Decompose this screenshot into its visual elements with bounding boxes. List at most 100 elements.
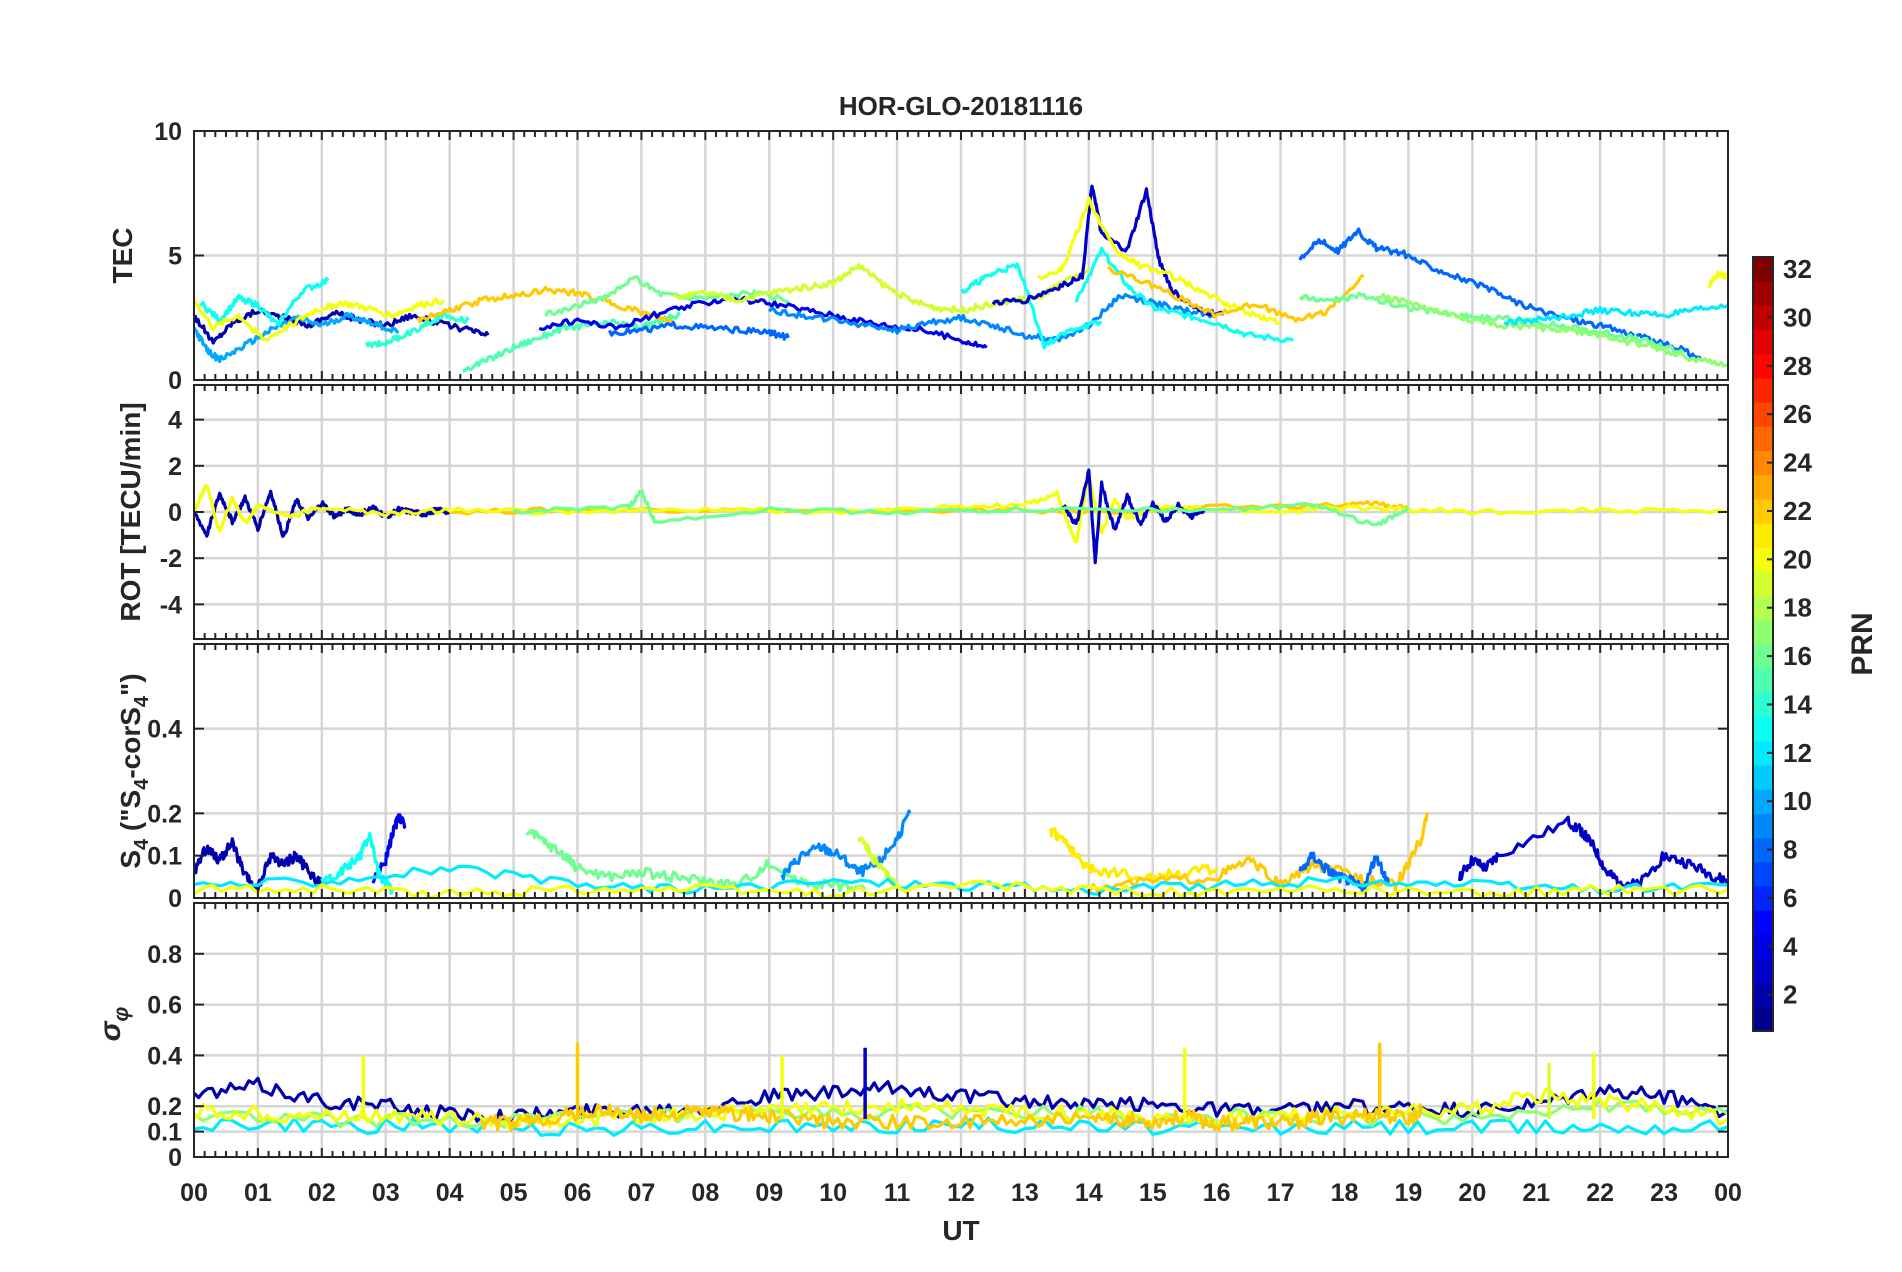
y-tick-label: 0.2 (147, 800, 182, 828)
colorbar-tick-label: 6 (1783, 883, 1797, 913)
series-line-prn-17 (1376, 292, 1728, 368)
y-tick-label: 0 (168, 367, 182, 395)
series-line-prn-8 (1298, 851, 1391, 895)
chart-title: HOR-GLO-20181116 (839, 91, 1083, 121)
colorbar-swatch (1753, 426, 1773, 452)
y-tick-label: 10 (154, 118, 182, 146)
y-axis-label: TEC (107, 228, 138, 284)
colorbar-swatch (1753, 523, 1773, 548)
series-group (194, 184, 1728, 373)
series-line-prn-9 (768, 292, 1218, 343)
panel-TEC: 0 5 10 TEC (107, 118, 1729, 395)
y-tick-label: 0.1 (147, 1119, 182, 1147)
colorbar-tick-label: 28 (1783, 351, 1812, 381)
x-tick-label: 01 (244, 1179, 272, 1207)
colorbar-swatch (1753, 982, 1773, 1008)
x-tick-label: 19 (1395, 1179, 1423, 1207)
series-group (194, 468, 1728, 565)
x-tick-label: 17 (1267, 1179, 1295, 1207)
series-group (194, 1042, 1728, 1137)
y-tick-label: -2 (160, 545, 182, 573)
y-tick-label: 0.4 (147, 716, 182, 744)
x-tick-label: 14 (1075, 1179, 1103, 1207)
series-line-prn-3 (1061, 468, 1206, 565)
colorbar-swatch (1753, 257, 1773, 282)
colorbar-tick-label: 26 (1783, 399, 1812, 429)
x-tick-label: 04 (436, 1179, 464, 1207)
y-tick-label: 0.2 (147, 1093, 182, 1121)
x-tick-label: 11 (884, 1179, 911, 1207)
y-tick-label: 0.6 (147, 992, 182, 1020)
series-line-prn-16 (525, 828, 867, 894)
colorbar-frame (1752, 256, 1774, 1032)
x-axis: 00 01 02 03 04 05 06 07 08 09 10 11 12 13 14 15 16 17 18 19… (180, 1179, 1742, 1207)
series-line-prn-12 (1503, 303, 1728, 326)
series-line-prn-20 (194, 297, 445, 342)
series-line-prn-13 (1074, 246, 1294, 343)
colorbar-swatch (1753, 474, 1773, 500)
series-line-prn-21 (1048, 827, 1219, 883)
series-line-prn-22 (416, 285, 675, 324)
x-tick-label: 07 (628, 1179, 656, 1207)
series-line-prn-22 (1106, 265, 1365, 323)
x-tick-label: 02 (308, 1179, 336, 1207)
colorbar-swatch (1753, 813, 1773, 839)
x-axis-label: UT (942, 1215, 979, 1246)
colorbar-swatch (1753, 764, 1773, 790)
colorbar-tick-label: 18 (1783, 593, 1812, 623)
colorbar-swatch (1753, 619, 1773, 645)
y-axis-label: S4 ("S4-corS4") (115, 673, 153, 868)
x-tick-label: 03 (372, 1179, 400, 1207)
y-tick-label: 0.4 (147, 1042, 182, 1070)
colorbar-swatch (1753, 377, 1773, 403)
series-line-prn-16 (544, 275, 790, 317)
colorbar-swatch (1753, 402, 1773, 427)
y-tick-label: -4 (160, 591, 182, 619)
x-tick-label: 15 (1139, 1179, 1167, 1207)
colorbar-tick-label: 24 (1783, 448, 1812, 478)
y-tick-label: 2 (168, 453, 182, 481)
colorbar-tick-label: 22 (1783, 496, 1812, 526)
x-tick-label: 10 (819, 1179, 847, 1207)
x-tick-label: 00 (1714, 1179, 1742, 1207)
x-tick-label: 08 (691, 1179, 719, 1207)
x-tick-label: 20 (1458, 1179, 1486, 1207)
series-line-prn-3 (1458, 815, 1728, 889)
series-line-prn-20 (194, 1087, 1728, 1131)
y-tick-label: 0 (168, 1144, 182, 1172)
colorbar-swatch (1753, 837, 1773, 863)
colorbar-swatch (1753, 668, 1773, 693)
colorbar-swatch (1753, 450, 1773, 476)
x-tick-label: 16 (1203, 1179, 1231, 1207)
colorbar-tick-label: 8 (1783, 835, 1797, 865)
x-tick-label: 00 (180, 1179, 208, 1207)
series-line-prn-4 (538, 295, 988, 349)
series-line-prn-14 (365, 310, 470, 349)
x-tick-label: 09 (755, 1179, 783, 1207)
series-line-prn-12 (194, 1116, 1728, 1137)
colorbar-tick-label: 32 (1783, 254, 1812, 284)
colorbar-swatch (1753, 353, 1773, 379)
colorbar-swatch (1753, 740, 1773, 766)
x-tick-label: 06 (564, 1179, 592, 1207)
series-line-prn-13 (320, 831, 394, 895)
series-line-prn-22 (480, 1103, 1423, 1132)
series-line-prn-3 (991, 184, 1225, 318)
colorbar-tick-label: 4 (1783, 931, 1798, 961)
colorbar-swatch (1753, 571, 1773, 597)
panel-ROT: -4 -2 0 2 4 ROT [TECU/min] (115, 384, 1729, 640)
x-tick-label: 12 (947, 1179, 975, 1207)
colorbar-swatch (1753, 547, 1773, 573)
x-tick-label: 18 (1331, 1179, 1359, 1207)
x-tick-label: 21 (1522, 1179, 1550, 1207)
y-tick-label: 0.8 (147, 941, 182, 969)
colorbar-tick-label: 30 (1783, 302, 1812, 332)
colorbar-swatch (1753, 692, 1773, 718)
series-line-prn-16 (1298, 291, 1685, 354)
series-line-prn-8 (608, 320, 790, 341)
x-tick-label: 05 (500, 1179, 528, 1207)
colorbar-swatch (1753, 498, 1773, 524)
colorbar-tick-label: 12 (1783, 738, 1812, 768)
colorbar-label: PRN (1846, 612, 1879, 675)
